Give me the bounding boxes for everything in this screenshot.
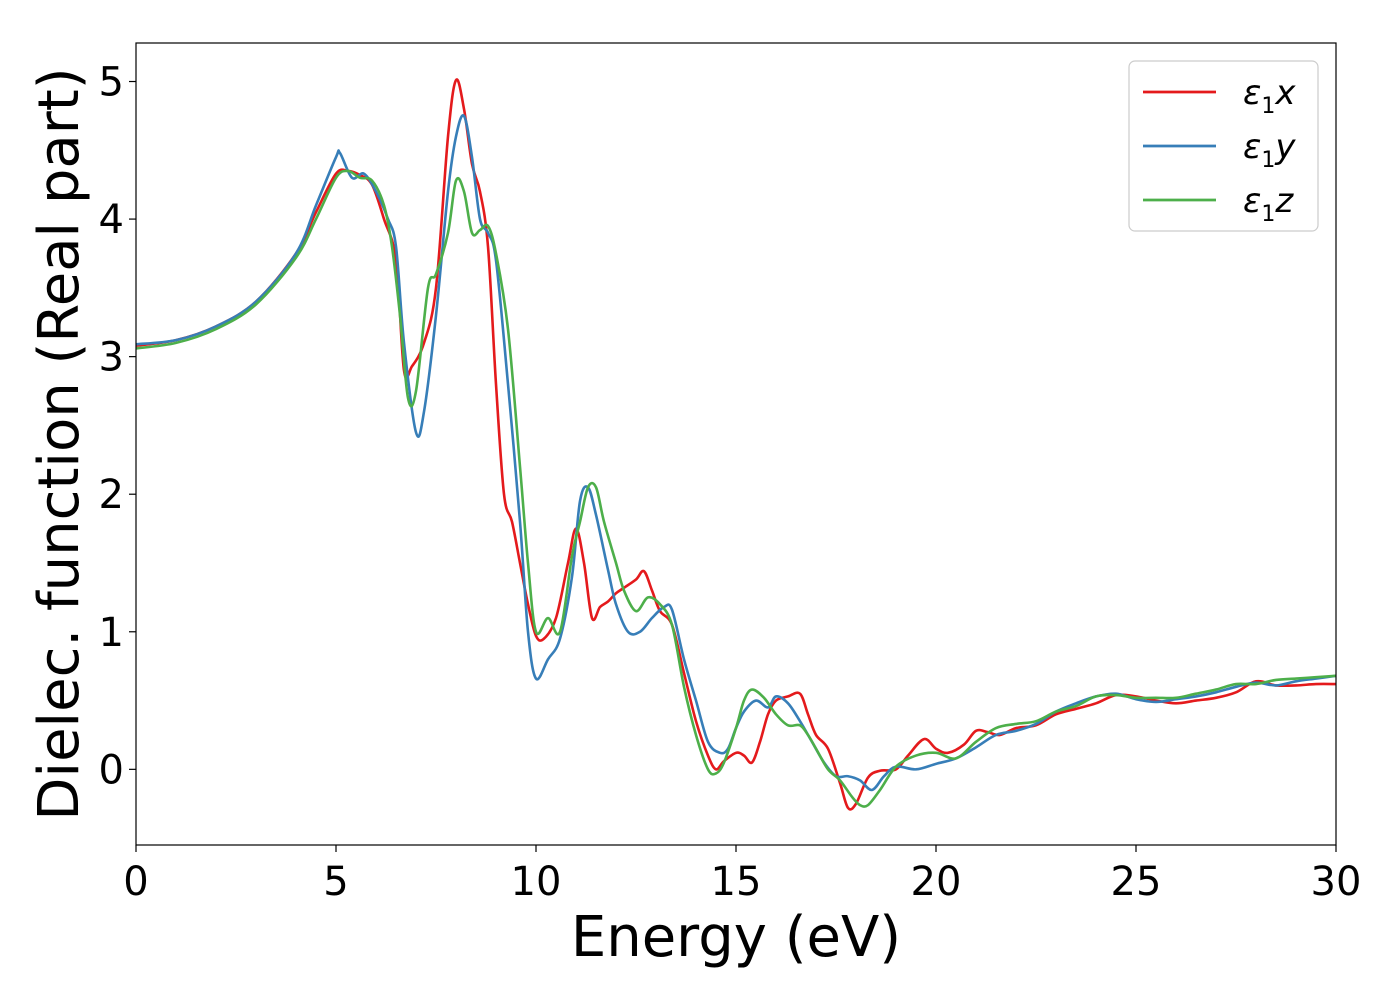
x-tick-label: 15 — [711, 859, 762, 905]
legend-variable: z — [1274, 181, 1294, 221]
legend-subscript: 1 — [1261, 202, 1275, 227]
x-tick-label: 25 — [1111, 859, 1162, 905]
y-tick-label: 3 — [99, 335, 124, 381]
y-tick-label: 1 — [99, 610, 124, 656]
x-tick-label: 10 — [511, 859, 562, 905]
series-line-z — [136, 169, 1336, 808]
legend-label-y: ε1y — [1243, 127, 1296, 173]
legend-subscript: 1 — [1261, 148, 1275, 173]
x-tick-label: 20 — [911, 859, 962, 905]
y-axis-title: Dielec. function (Real part) — [27, 67, 92, 820]
legend-box — [1128, 60, 1319, 232]
y-tick-label: 4 — [99, 197, 124, 243]
legend-subscript: 1 — [1261, 94, 1275, 119]
y-tick-label: 0 — [99, 747, 124, 793]
legend-symbol: ε — [1243, 73, 1261, 113]
legend-variable: x — [1274, 73, 1296, 113]
axis-ticks-group: 0 5 10 15 20 25 30 0 1 2 3 4 5 — [99, 60, 1362, 905]
legend-variable: y — [1274, 127, 1296, 167]
legend-label-x: ε1x — [1243, 73, 1296, 119]
legend-symbol: ε — [1243, 127, 1261, 167]
series-lines-group — [136, 78, 1336, 811]
x-tick-label: 30 — [1311, 859, 1362, 905]
x-tick-label: 5 — [323, 859, 348, 905]
y-tick-label: 5 — [99, 60, 124, 106]
legend-symbol: ε — [1243, 181, 1261, 221]
x-axis-title: Energy (eV) — [571, 905, 901, 970]
legend-label-z: ε1z — [1243, 181, 1294, 227]
x-tick-label: 0 — [123, 859, 148, 905]
y-tick-label: 2 — [99, 472, 124, 518]
